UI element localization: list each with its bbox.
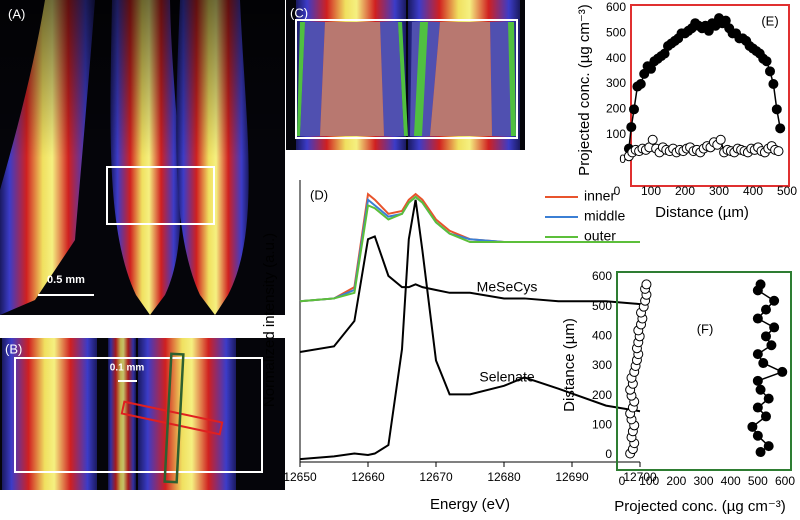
data-point — [769, 322, 780, 333]
curve-label: Selenate — [479, 369, 534, 385]
x-tick-label: 200 — [675, 184, 695, 198]
data-point — [755, 447, 766, 458]
y-axis-label: Distance (µm) — [561, 318, 578, 412]
data-point — [758, 358, 769, 369]
x-tick-label: 600 — [775, 474, 795, 488]
data-point — [647, 134, 658, 145]
x-tick-label: 300 — [693, 474, 713, 488]
y-tick-label: 500 — [606, 26, 626, 40]
y-tick-label: 600 — [592, 269, 612, 283]
legend-label: outer — [584, 228, 616, 244]
axes-frame — [616, 271, 792, 471]
data-point — [641, 279, 652, 290]
data-point — [763, 393, 774, 404]
data-point — [755, 279, 766, 290]
y-tick-label: 100 — [592, 418, 612, 432]
y-tick-label: 0 — [619, 152, 626, 166]
spectrum-line — [299, 195, 640, 303]
legend-label: inner — [584, 188, 615, 204]
x-tick-label: 12700 — [623, 470, 657, 484]
data-point — [635, 79, 646, 89]
y-tick-label: 300 — [592, 358, 612, 372]
y-tick-label: 300 — [606, 76, 626, 90]
x-tick-label: 12690 — [555, 470, 589, 484]
data-point — [755, 384, 766, 395]
data-point — [752, 402, 763, 413]
x-tick-label: 300 — [709, 184, 729, 198]
data-point — [760, 331, 771, 342]
y-tick-label: 0 — [605, 447, 612, 461]
data-point — [752, 375, 763, 386]
y-tick-label: 200 — [606, 102, 626, 116]
panel-b-image: (B) 0.1 mm — [0, 338, 285, 490]
data-point — [747, 421, 758, 432]
legend-label: middle — [584, 208, 625, 224]
data-point — [715, 134, 726, 145]
data-point — [775, 123, 786, 134]
data-point — [752, 430, 763, 441]
data-point — [760, 411, 771, 422]
data-point — [752, 349, 763, 360]
panel-label: (C) — [290, 5, 308, 20]
panel-label: (E) — [761, 13, 778, 28]
spectrum-line — [299, 199, 641, 461]
y-axis-label: Normalized intensity (a.u.) — [261, 233, 278, 407]
data-point — [771, 104, 782, 115]
data-point — [626, 122, 637, 133]
data-point — [777, 366, 788, 377]
y-tick-label: 500 — [592, 299, 612, 313]
x-tick-label: 400 — [721, 474, 741, 488]
x-tick-label: 12650 — [283, 470, 317, 484]
y-tick-label: 200 — [592, 388, 612, 402]
x-axis-label: Distance (µm) — [655, 204, 749, 221]
curve-label: MeSeCys — [477, 279, 538, 295]
y-axis-label: Projected conc. (µg cm⁻³) — [576, 4, 593, 176]
x-tick-label: 0 — [614, 184, 621, 198]
x-tick-label: 12680 — [487, 470, 521, 484]
x-tick-label: 12660 — [351, 470, 385, 484]
panel-label: (F) — [697, 321, 714, 336]
data-point — [760, 304, 771, 315]
data-point — [773, 146, 784, 157]
x-axis-label: Energy (eV) — [430, 496, 510, 513]
axes-frame — [630, 4, 790, 187]
x-tick-label: 0 — [619, 474, 626, 488]
data-point — [768, 79, 779, 89]
data-point — [752, 313, 763, 324]
x-axis-label: Projected conc. (µg cm⁻³) — [614, 498, 786, 515]
x-tick-label: 12670 — [419, 470, 453, 484]
data-point — [766, 340, 777, 351]
x-tick-label: 500 — [748, 474, 768, 488]
x-tick-label: 100 — [639, 474, 659, 488]
y-tick-label: 100 — [606, 127, 626, 141]
y-tick-label: 400 — [592, 329, 612, 343]
scale-bar-label: 0.1 mm — [110, 363, 145, 374]
y-tick-label: 600 — [606, 0, 626, 14]
panel-label: (A) — [8, 6, 25, 21]
x-tick-label: 500 — [777, 184, 797, 198]
data-point — [763, 441, 774, 452]
spectrum-line — [299, 235, 641, 354]
scale-bar-label: 0.5 mm — [47, 274, 85, 286]
data-point — [761, 56, 772, 67]
panel-c-image: (C) — [286, 0, 525, 150]
panel-label: (B) — [5, 341, 22, 356]
panel-a-image: (A) 0.5 mm — [0, 0, 285, 315]
y-tick-label: 400 — [606, 51, 626, 65]
data-point — [769, 295, 780, 306]
panel-label: (D) — [310, 187, 328, 202]
data-point — [629, 104, 639, 115]
x-tick-label: 200 — [666, 474, 686, 488]
x-tick-label: 400 — [743, 184, 763, 198]
series-line — [628, 16, 781, 149]
x-tick-label: 100 — [641, 184, 661, 198]
data-point — [765, 66, 775, 77]
